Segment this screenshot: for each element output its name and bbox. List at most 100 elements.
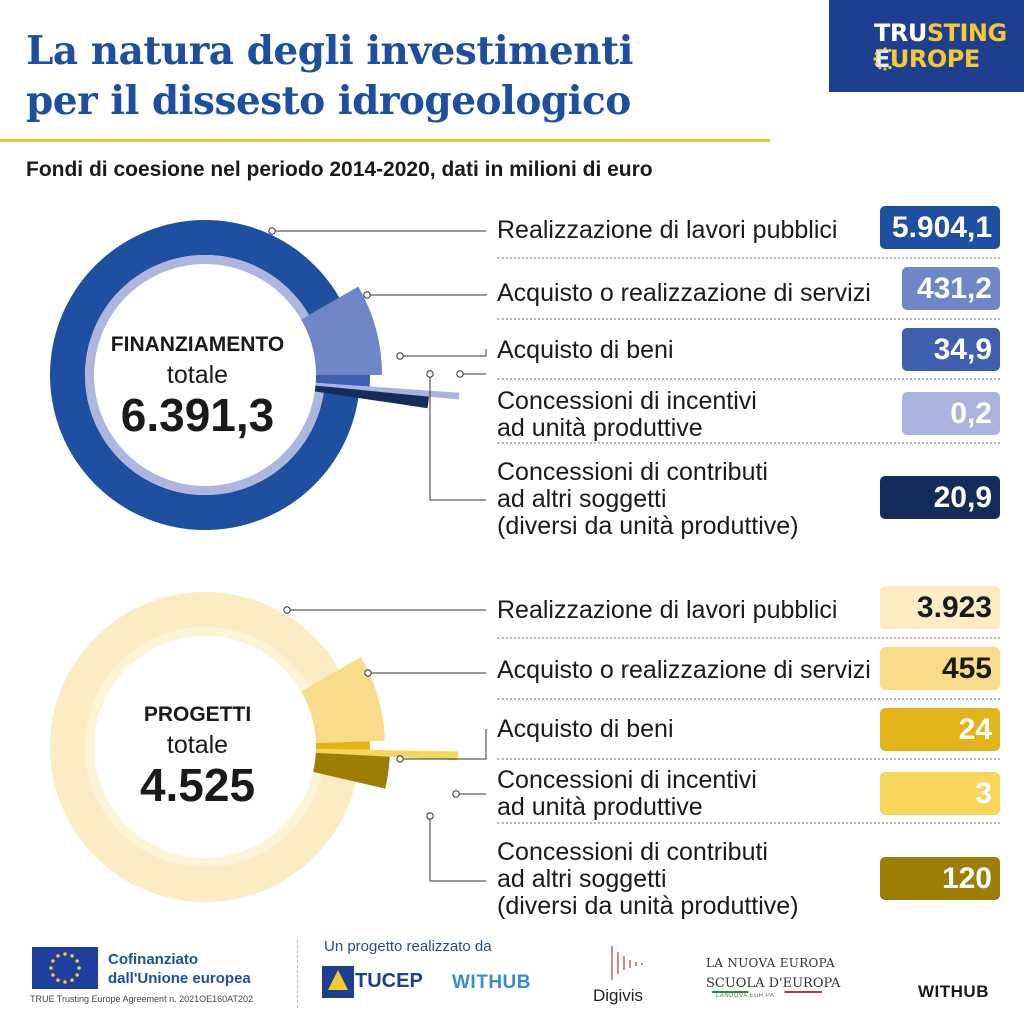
leader-dot — [426, 370, 434, 378]
value-badge: 3 — [880, 772, 1000, 815]
star-dot — [873, 57, 877, 61]
chart-center — [94, 636, 316, 858]
category-label: Concessioni di contributi ad altri sogget… — [497, 839, 799, 920]
pie-charts — [50, 220, 487, 902]
leader-line — [400, 349, 487, 357]
eu-flag-stars-icon — [49, 952, 81, 984]
star-dot — [77, 966, 81, 970]
category-label: Acquisto o realizzazione di servizi — [497, 657, 871, 684]
leader-dot — [363, 291, 371, 299]
star-dot — [892, 62, 896, 66]
category-label-line: ad altri soggetti — [497, 485, 667, 513]
category-label: Acquisto o realizzazione di servizi — [497, 280, 871, 307]
leader-dot — [396, 755, 404, 763]
landover-text: LANDOVA EUR PA — [716, 993, 775, 999]
digivis-logo-text: Digivis — [593, 986, 644, 1005]
value-badge: 0,2 — [902, 392, 1000, 435]
row-divider — [497, 318, 1000, 320]
center-subtitle: totale — [166, 731, 229, 759]
star-dot — [874, 52, 878, 56]
eu-line-2: dall'Unione europea — [108, 970, 251, 987]
star-dot — [49, 966, 53, 970]
tricolor-stripe — [712, 991, 822, 993]
star-dot — [51, 973, 55, 977]
scuola-europa-logo: SCUOLA D'EUROPA — [706, 976, 841, 991]
star-dot — [70, 954, 74, 958]
row-divider — [497, 822, 1000, 824]
brand-word-sting: STING — [926, 19, 1007, 47]
tucep-logo-text: TUCEP — [355, 970, 423, 992]
category-label-line: Acquisto di beni — [497, 715, 674, 743]
star-dot — [56, 978, 60, 982]
category-label-line: Acquisto o realizzazione di servizi — [497, 279, 871, 307]
category-label-line: Acquisto o realizzazione di servizi — [497, 656, 871, 684]
leader-dot — [268, 227, 276, 235]
project-by-text: Un progetto realizzato da — [324, 938, 492, 955]
nuova-europa-logo: LA NUOVA EUROPA — [706, 956, 835, 970]
category-label-line: (diversi da unità produttive) — [497, 892, 799, 920]
digivis-logo-icon — [611, 946, 643, 980]
category-label-line: Concessioni di contributi — [497, 458, 768, 486]
category-label-line: ad unità produttive — [497, 414, 703, 442]
leader-dot — [364, 669, 372, 677]
row-divider — [497, 378, 1000, 380]
category-label: Realizzazione di lavori pubblici — [497, 217, 837, 244]
star-dot — [883, 67, 887, 71]
trusting-europe-logo — [829, 0, 1024, 92]
brand-wordmark: TRUSTING EUROPE — [874, 20, 1007, 72]
category-label: Concessioni di incentivi ad unità produtt… — [497, 388, 757, 442]
brand-word-tru: TRU — [874, 19, 927, 47]
star-dot — [75, 959, 79, 963]
withub-logo: WITHUB — [452, 972, 531, 993]
row-divider — [497, 698, 1000, 700]
category-label-line: Concessioni di contributi — [497, 838, 768, 866]
category-label-line: ad unità produttive — [497, 793, 703, 821]
row-divider — [497, 442, 1000, 444]
center-title: PROGETTI — [143, 703, 252, 726]
eu-line-1: Cofinanziato — [108, 951, 198, 968]
star-dot — [892, 52, 896, 56]
eu-cofinance-text: Cofinanziato dall'Unione europea — [108, 950, 251, 988]
value-badge: 120 — [880, 857, 1000, 900]
value-badge: 431,2 — [902, 267, 1000, 310]
leader-dot — [426, 812, 434, 820]
category-label: Acquisto di beni — [497, 716, 674, 743]
center-total: 4.525 — [139, 759, 256, 811]
leader-dot — [396, 352, 404, 360]
chart-group — [50, 220, 460, 530]
star-dot — [70, 978, 74, 982]
center-title: FINANZIAMENTO — [110, 333, 285, 356]
leader-dot — [452, 790, 460, 798]
page-title: La natura degli investimenti per il diss… — [26, 26, 633, 126]
center-total: 6.391,3 — [120, 389, 275, 441]
chart-center — [94, 264, 316, 486]
value-badge: 3.923 — [880, 586, 1000, 629]
leader-line — [367, 294, 487, 296]
value-badge: 455 — [880, 647, 1000, 690]
category-label-line: ad altri soggetti — [497, 865, 667, 893]
category-label-line: Concessioni di incentivi — [497, 387, 757, 415]
star-dot — [63, 952, 67, 956]
star-dot — [75, 973, 79, 977]
center-label-progetti: PROGETTI totale 4.525 — [95, 703, 300, 810]
tucep-logo-icon — [322, 966, 354, 998]
withub-logo-right: WITHUB — [918, 982, 989, 1001]
star-dot — [888, 66, 892, 70]
chart-subtitle: Fondi di coesione nel periodo 2014-2020,… — [26, 158, 653, 181]
category-label-line: (diversi da unità produttive) — [497, 512, 799, 540]
category-label: Realizzazione di lavori pubblici — [497, 597, 837, 624]
chart-group — [50, 592, 458, 902]
category-label-line: Realizzazione di lavori pubblici — [497, 216, 838, 244]
row-divider — [497, 758, 1000, 760]
footer-divider — [297, 940, 298, 1008]
star-dot — [63, 980, 67, 984]
category-label-line: Concessioni di incentivi — [497, 766, 757, 794]
star-dot — [878, 66, 882, 70]
leader-dot — [283, 606, 291, 614]
row-divider — [497, 257, 1000, 259]
value-badge: 5.904,1 — [880, 206, 1000, 249]
star-dot — [888, 48, 892, 52]
star-dot — [51, 959, 55, 963]
leader-dot — [456, 370, 464, 378]
star-dot — [878, 48, 882, 52]
